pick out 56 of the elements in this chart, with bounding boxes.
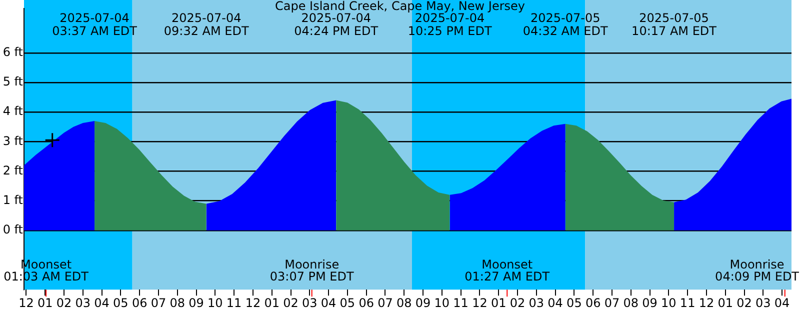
x-tick-label: 07 xyxy=(604,296,620,310)
x-tick-label: 12 xyxy=(698,296,714,310)
x-tick-label: 10 xyxy=(434,296,450,310)
x-tick-label: 06 xyxy=(585,296,601,310)
x-tick-label: 09 xyxy=(415,296,431,310)
x-tick-label: 01 xyxy=(718,296,734,310)
y-tick-label: 1 ft xyxy=(2,192,24,207)
x-tick-label: 05 xyxy=(566,296,582,310)
x-tick-label: 03 xyxy=(302,296,318,310)
annotation: 2025-07-04 03:37 AM EDT xyxy=(52,11,138,38)
x-tick-label: 02 xyxy=(283,296,298,310)
x-tick-label: 12 xyxy=(245,296,261,310)
ref-line-label: Moonrise 04:09 PM EDT xyxy=(715,258,800,284)
x-tick-label: 03 xyxy=(528,296,544,310)
ref-line-label: Moonrise 03:07 PM EDT xyxy=(270,258,354,284)
x-tick-label: 01 xyxy=(490,296,506,310)
x-tick-label: 09 xyxy=(188,296,204,310)
x-tick-label: 06 xyxy=(132,296,148,310)
x-tick-label: 11 xyxy=(226,296,242,310)
x-tick-label: 10 xyxy=(661,296,676,310)
x-tick-label: 06 xyxy=(358,296,374,310)
x-tick-label: 12 xyxy=(18,296,34,310)
y-tick-label: 4 ft xyxy=(2,104,24,118)
y-tick-label: 2 ft xyxy=(2,163,24,178)
x-tick-label: 10 xyxy=(208,296,223,310)
x-tick-label: 04 xyxy=(320,296,336,310)
x-tick-label: 09 xyxy=(642,296,658,310)
annotation: 2025-07-04 09:32 AM EDT xyxy=(164,11,250,38)
y-tick-label: 5 ft xyxy=(2,74,24,89)
x-tick-label: 08 xyxy=(396,296,412,310)
x-tick-label: 05 xyxy=(340,296,356,310)
annotation: 2025-07-04 04:24 PM EDT xyxy=(294,11,379,38)
y-tick-label: 6 ft xyxy=(2,45,24,60)
x-tick-label: 01 xyxy=(264,296,280,310)
x-tick-label: 04 xyxy=(548,296,563,310)
x-tick-label: 11 xyxy=(680,296,696,310)
x-tick-label: 03 xyxy=(756,296,771,310)
x-tick-label: 02 xyxy=(510,296,526,310)
ref-line-label: Moonset 01:27 AM EDT xyxy=(464,258,550,284)
x-tick-label: 08 xyxy=(170,296,186,310)
x-tick-label: 02 xyxy=(56,296,72,310)
annotation: 2025-07-04 10:25 PM EDT xyxy=(408,11,492,38)
x-tick-label: 07 xyxy=(150,296,166,310)
y-tick-label: 3 ft xyxy=(2,134,24,148)
x-tick-label: 04 xyxy=(774,296,790,310)
x-tick-label: 07 xyxy=(378,296,393,310)
x-tick-label: 11 xyxy=(453,296,468,310)
x-tick-label: 05 xyxy=(113,296,128,310)
x-tick-label: 08 xyxy=(623,296,639,310)
x-tick-label: 12 xyxy=(472,296,488,310)
x-tick-label: 03 xyxy=(75,296,91,310)
x-tick-label: 01 xyxy=(37,296,53,310)
x-tick-label: 02 xyxy=(736,296,752,310)
annotation: 2025-07-05 10:17 AM EDT xyxy=(632,11,718,38)
y-tick-label: 0 ft xyxy=(2,222,24,237)
x-tick-label: 04 xyxy=(94,296,110,310)
